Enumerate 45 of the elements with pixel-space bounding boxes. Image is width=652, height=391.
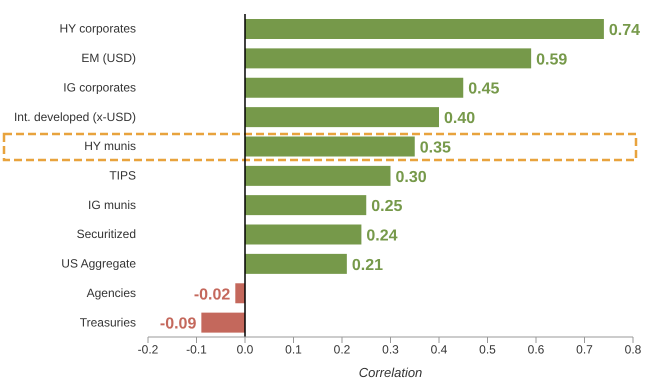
bar — [245, 19, 604, 39]
data-label: 0.59 — [536, 51, 568, 68]
x-tick-label: 0.3 — [382, 342, 400, 357]
x-tick-label: 0.1 — [285, 342, 302, 357]
y-tick-label: US Aggregate — [61, 256, 136, 271]
x-tick-label: 0.5 — [479, 342, 496, 357]
data-label: 0.21 — [352, 256, 384, 274]
x-tick-label: 0.7 — [576, 342, 594, 357]
data-label: 0.40 — [444, 110, 476, 128]
bar — [245, 78, 464, 98]
bar — [245, 136, 415, 156]
x-tick-label: 0.6 — [528, 342, 545, 357]
y-tick-label: Agencies — [86, 286, 136, 300]
bar — [245, 254, 347, 274]
data-label: 0.30 — [396, 168, 427, 186]
bar — [245, 166, 390, 186]
y-tick-label: HY munis — [84, 139, 136, 154]
y-tick-label: IG corporates — [63, 80, 136, 94]
x-tick-label: 0.8 — [624, 342, 642, 357]
data-label: 0.45 — [468, 80, 500, 98]
data-label: 0.74 — [608, 22, 640, 39]
data-label: -0.09 — [160, 316, 196, 333]
x-axis-title: Correlation — [358, 365, 422, 380]
x-tick-label: -0.2 — [138, 342, 159, 357]
y-tick-label: Securitized — [76, 227, 136, 242]
x-tick-label: -0.1 — [186, 342, 208, 357]
bar — [245, 224, 362, 245]
bar — [245, 107, 439, 128]
y-tick-label: EM (USD) — [81, 51, 136, 66]
x-tick-label: 0.4 — [430, 342, 448, 357]
x-tick-label: 0.2 — [334, 342, 351, 357]
bar — [245, 195, 366, 216]
data-label: 0.35 — [420, 139, 451, 156]
bar — [245, 48, 532, 68]
bar — [201, 312, 245, 333]
data-label: -0.02 — [194, 286, 230, 304]
data-label: 0.25 — [371, 198, 402, 216]
y-tick-label: IG munis — [88, 198, 136, 212]
y-tick-label: TIPS — [109, 168, 136, 182]
bar — [235, 283, 245, 304]
data-label: 0.24 — [366, 228, 398, 245]
y-tick-label: Int. developed (x-USD) — [14, 110, 136, 124]
y-tick-label: HY corporates — [60, 22, 136, 36]
x-tick-label: 0.0 — [236, 342, 254, 357]
y-tick-label: Treasuries — [80, 315, 136, 330]
